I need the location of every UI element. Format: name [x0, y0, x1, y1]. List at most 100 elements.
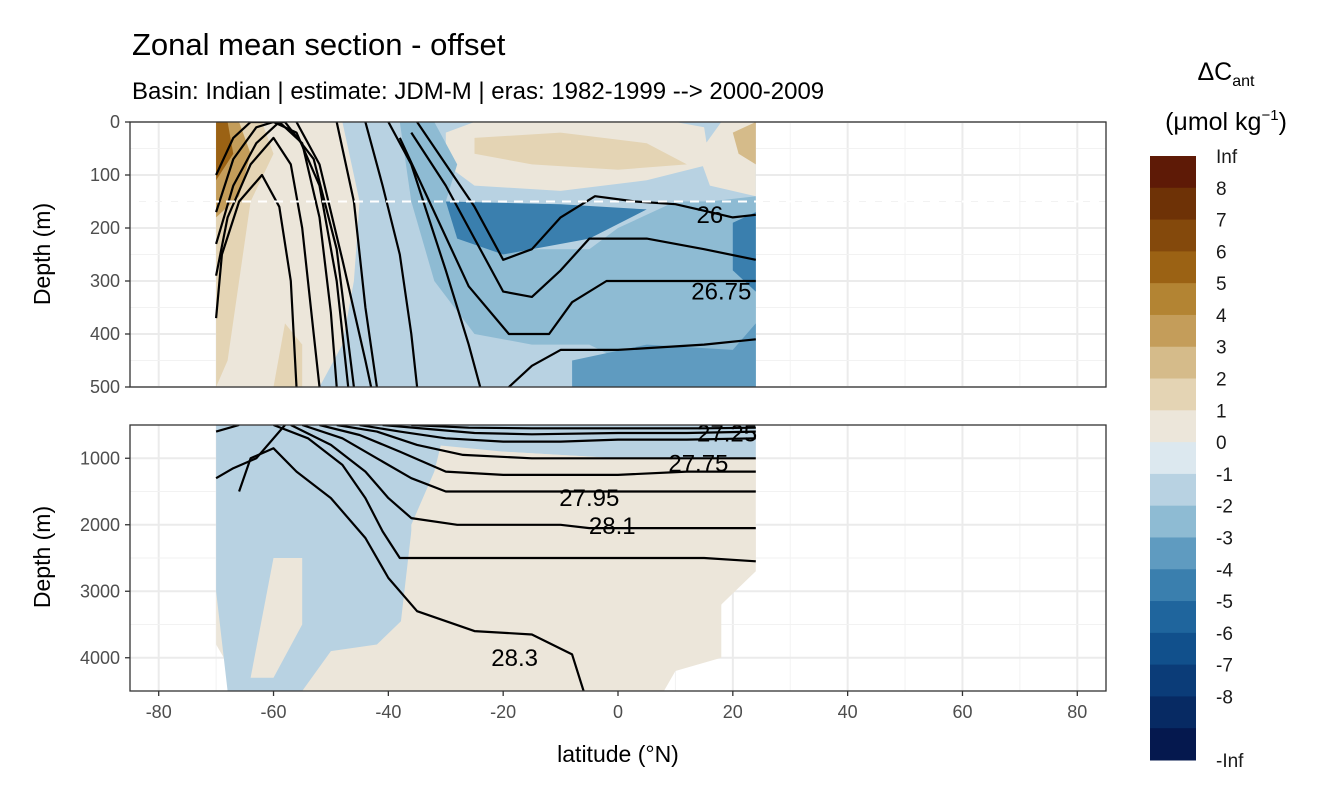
y-tick-label: 100 [90, 165, 120, 185]
legend-swatch [1150, 473, 1196, 507]
x-tick-label: 80 [1067, 702, 1087, 722]
filled-contour-region [732, 212, 756, 292]
legend-label: Inf [1216, 147, 1238, 168]
legend-swatch [1150, 314, 1196, 348]
legend-label: -2 [1216, 497, 1233, 518]
filled-contour-region [250, 558, 303, 678]
density-contour-line [387, 122, 482, 387]
legend-label: -4 [1216, 560, 1233, 581]
filled-contour-region [330, 531, 756, 691]
density-contour-line [215, 136, 321, 387]
legend-label: 0 [1216, 433, 1227, 454]
y-tick-label: 200 [90, 218, 120, 238]
legend-label: 2 [1216, 370, 1227, 391]
filled-contour-region [399, 122, 756, 387]
upper-y-axis-label: Depth (m) [29, 203, 55, 305]
density-contour-line [215, 425, 286, 480]
legend-swatch [1150, 219, 1196, 252]
density-contour-line [215, 425, 240, 433]
legend-swatch [1150, 505, 1196, 538]
density-contour-line [295, 122, 373, 387]
legend-label: 8 [1216, 179, 1227, 200]
density-contour-line [336, 425, 756, 460]
legend-swatch [1150, 346, 1196, 380]
x-tick-label: -80 [146, 702, 172, 722]
y-tick-label: 300 [90, 271, 120, 291]
density-contour-line [215, 173, 298, 387]
legend-swatch [1150, 537, 1196, 570]
legend-label: -8 [1216, 687, 1233, 708]
density-contour-line [410, 131, 757, 298]
chart-subtitle: Basin: Indian | estimate: JDM-M | eras: … [132, 78, 824, 105]
density-contour-line [215, 122, 355, 387]
x-tick-label: 60 [952, 702, 972, 722]
density-contour-line [215, 122, 350, 387]
y-tick-label: 3000 [80, 581, 120, 601]
legend-label: -1 [1216, 465, 1233, 486]
legend-label: 1 [1216, 401, 1227, 422]
x-tick-label: -40 [375, 702, 401, 722]
legend-swatch [1150, 410, 1196, 443]
y-tick-label: 400 [90, 324, 120, 344]
legend-label: 7 [1216, 211, 1227, 232]
upper-y-axis: 0 100 200 300 400 500 [90, 112, 130, 397]
legend-label: -7 [1216, 656, 1233, 677]
legend-label: 6 [1216, 242, 1227, 263]
filled-contour-region [474, 132, 687, 170]
density-contour-line [238, 447, 585, 691]
x-axis-label: latitude (°N) [557, 741, 679, 767]
contour-label: 27.75 [668, 451, 728, 478]
x-tick-label: -60 [261, 702, 287, 722]
density-contour-line [335, 122, 378, 387]
density-contour-line [416, 122, 756, 261]
density-contour-line [319, 425, 756, 476]
legend-swatch [1150, 569, 1196, 602]
legend-swatch [1150, 156, 1196, 189]
legend-label: -Inf [1216, 751, 1244, 772]
contour-label: 27.95 [559, 485, 619, 512]
filled-contour-region [445, 451, 756, 492]
x-axis: -80 -60 -40 -20 0 20 40 60 80 [146, 691, 1087, 722]
density-contour-line [301, 425, 756, 493]
legend-swatch [1150, 728, 1196, 761]
y-tick-label: 2000 [80, 515, 120, 535]
legend-swatch [1150, 187, 1196, 221]
density-contour-line [273, 425, 756, 563]
legend-swatch [1150, 601, 1196, 634]
y-tick-label: 4000 [80, 648, 120, 668]
legend-swatch [1150, 251, 1196, 284]
legend-swatch [1150, 378, 1196, 411]
density-contour-line [364, 122, 419, 387]
chart-title: Zonal mean section - offset [132, 27, 506, 62]
density-contour-line [411, 425, 756, 430]
legend-swatch [1150, 664, 1196, 697]
density-contour-line [508, 338, 756, 387]
y-tick-label: 1000 [80, 448, 120, 468]
legend-label: 5 [1216, 274, 1227, 295]
legend-label: -3 [1216, 528, 1233, 549]
legend-swatch [1150, 283, 1196, 316]
density-contour-line [290, 425, 756, 530]
density-contour-line [398, 137, 756, 336]
legend-label: 4 [1216, 306, 1227, 327]
legend-label: -5 [1216, 592, 1233, 613]
y-tick-label: 500 [90, 377, 120, 397]
density-contour-line [215, 122, 338, 387]
y-tick-label: 0 [110, 112, 120, 132]
upper-depth-panel: 26 26.75 [129, 121, 1107, 388]
contour-label: 26 [697, 202, 724, 229]
panel-border [129, 121, 1107, 388]
lower-y-axis-label: Depth (m) [29, 506, 55, 608]
legend-swatch [1150, 696, 1196, 729]
x-tick-label: 40 [838, 702, 858, 722]
filled-contour-region [732, 122, 756, 165]
contour-label: 28.1 [589, 513, 636, 540]
contour-label: 26.75 [691, 279, 751, 306]
x-tick-label: -20 [490, 702, 516, 722]
legend-label: 3 [1216, 338, 1227, 359]
x-tick-label: 0 [613, 702, 623, 722]
density-contour-line [359, 425, 756, 443]
filled-contours [216, 122, 756, 387]
